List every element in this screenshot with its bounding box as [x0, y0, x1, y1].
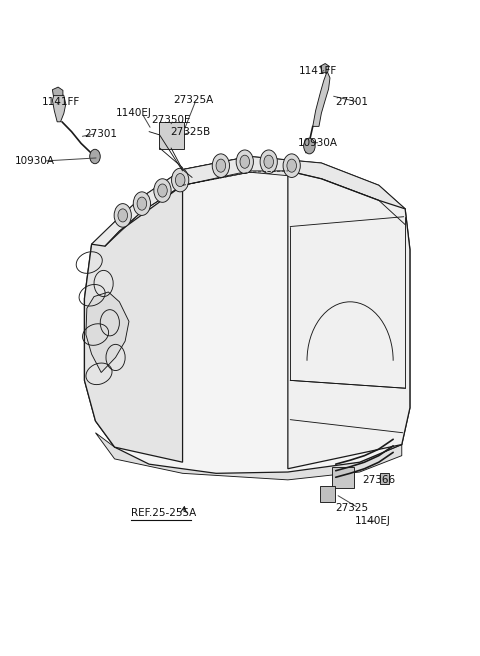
FancyBboxPatch shape — [380, 474, 389, 484]
Text: 1141FF: 1141FF — [41, 97, 80, 107]
Text: 27325B: 27325B — [170, 127, 211, 136]
Text: 27301: 27301 — [84, 129, 118, 138]
Circle shape — [157, 184, 167, 197]
Polygon shape — [288, 171, 410, 469]
Circle shape — [216, 159, 226, 173]
Text: 1140EJ: 1140EJ — [116, 108, 151, 118]
Circle shape — [283, 154, 300, 177]
Polygon shape — [84, 157, 410, 474]
Circle shape — [287, 159, 297, 173]
Polygon shape — [182, 157, 405, 224]
Polygon shape — [86, 292, 129, 373]
Circle shape — [304, 138, 315, 154]
Circle shape — [133, 192, 151, 215]
Circle shape — [260, 150, 277, 173]
Text: 1140EJ: 1140EJ — [355, 516, 391, 526]
Circle shape — [175, 173, 185, 186]
Polygon shape — [52, 87, 63, 96]
Polygon shape — [92, 157, 250, 257]
Circle shape — [90, 150, 100, 164]
Polygon shape — [84, 185, 182, 462]
Circle shape — [236, 150, 253, 173]
FancyBboxPatch shape — [332, 467, 354, 487]
Circle shape — [154, 178, 171, 202]
FancyBboxPatch shape — [158, 122, 183, 150]
Text: REF.25-255A: REF.25-255A — [131, 508, 196, 518]
Polygon shape — [313, 72, 330, 127]
Circle shape — [264, 155, 274, 169]
Text: 27366: 27366 — [362, 475, 395, 485]
Text: 27350E: 27350E — [152, 115, 191, 125]
Text: 10930A: 10930A — [298, 138, 337, 148]
Circle shape — [118, 209, 128, 222]
Polygon shape — [52, 92, 66, 122]
FancyBboxPatch shape — [320, 486, 335, 502]
Polygon shape — [321, 64, 329, 73]
Circle shape — [137, 197, 147, 210]
Circle shape — [171, 169, 189, 192]
Circle shape — [114, 203, 132, 227]
Text: 27325: 27325 — [336, 503, 369, 513]
Text: 10930A: 10930A — [15, 156, 55, 166]
Text: 27325A: 27325A — [173, 95, 213, 105]
Polygon shape — [96, 433, 402, 480]
Circle shape — [212, 154, 229, 177]
Text: 1141FF: 1141FF — [299, 66, 336, 75]
Text: 27301: 27301 — [336, 97, 369, 107]
Circle shape — [240, 155, 250, 169]
